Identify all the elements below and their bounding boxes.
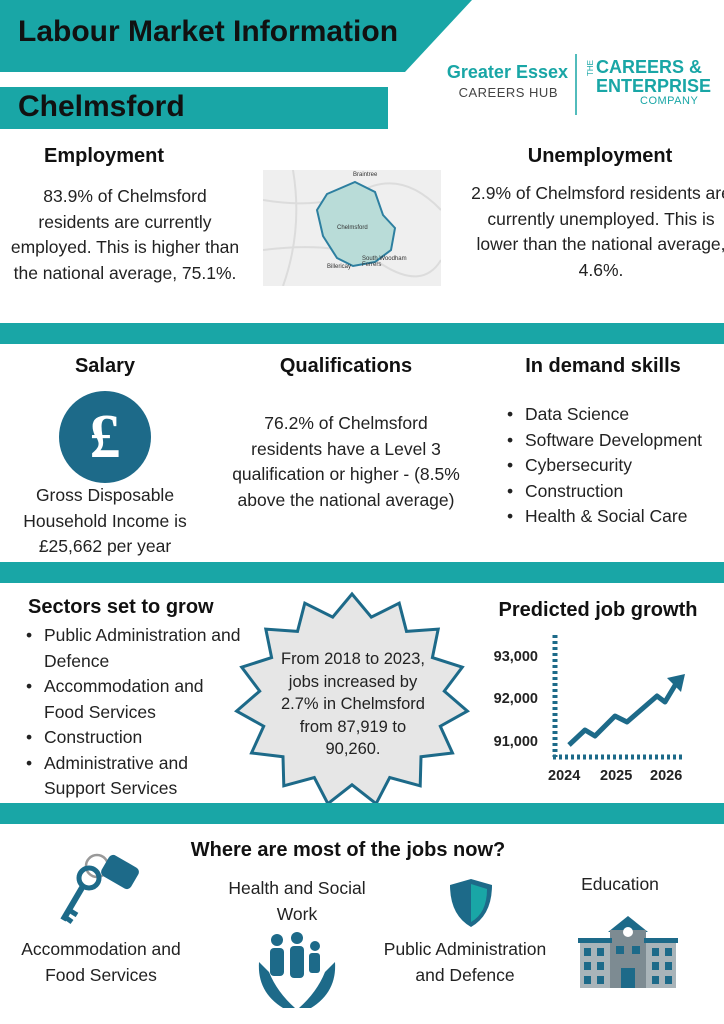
unemployment-heading: Unemployment bbox=[527, 145, 673, 167]
x-label: 2025 bbox=[600, 768, 633, 784]
x-label: 2026 bbox=[650, 768, 683, 784]
map-boundary bbox=[315, 180, 397, 268]
map bbox=[263, 170, 441, 286]
divider-band bbox=[0, 323, 724, 344]
employment-text: 83.9% of Chelmsford residents are curren… bbox=[10, 186, 240, 283]
job-growth-heading: Predicted job growth bbox=[498, 599, 698, 621]
hub-name: Greater Essex bbox=[446, 62, 568, 82]
pound-symbol: £ bbox=[89, 403, 121, 471]
sectors-heading: Sectors set to grow bbox=[28, 596, 214, 618]
jobs-now-heading: Where are most of the jobs now? bbox=[190, 839, 506, 861]
divider-band bbox=[0, 803, 724, 824]
map-label: Billericay bbox=[327, 264, 352, 270]
map-label: South Woodham Ferrers bbox=[362, 256, 407, 268]
company-line1: CAREERS & bbox=[596, 57, 703, 77]
hub-subtitle: CAREERS HUB bbox=[458, 85, 558, 100]
list-item: Construction bbox=[24, 725, 244, 751]
growth-arrow bbox=[567, 680, 680, 747]
skills-heading: In demand skills bbox=[525, 355, 681, 377]
y-label: 92,000 bbox=[493, 691, 538, 707]
company-line3: COMPANY bbox=[640, 95, 699, 107]
starburst-shape bbox=[233, 591, 471, 806]
salary-icon bbox=[59, 391, 151, 483]
job-item: Health and Social Work bbox=[228, 878, 366, 924]
y-label: 91,000 bbox=[493, 734, 538, 750]
salary-text: Gross Disposable Household Income is £25… bbox=[23, 485, 187, 556]
qualifications-text: 76.2% of Chelmsford residents have a Lev… bbox=[232, 413, 460, 510]
list-item: Health & Social Care bbox=[505, 504, 710, 530]
list-item: Accommodation and Food Services bbox=[24, 674, 244, 725]
list-item: Data Science bbox=[505, 402, 710, 428]
list-item: Cybersecurity bbox=[505, 453, 710, 479]
list-item: Public Administration and Defence bbox=[24, 623, 244, 674]
title-banner bbox=[0, 0, 472, 72]
shield-icon bbox=[450, 879, 492, 927]
unemployment-text: 2.9% of Chelmsford residents are current… bbox=[471, 183, 724, 280]
care-icon bbox=[258, 932, 336, 1008]
sectors-list: Public Administration and DefenceAccommo… bbox=[24, 623, 244, 802]
growth-chart bbox=[552, 635, 685, 760]
starburst bbox=[233, 591, 471, 806]
divider-band bbox=[0, 562, 724, 583]
job-item: Education bbox=[581, 874, 659, 894]
job-item: Accommodation and Food Services bbox=[21, 939, 181, 985]
arrow-head bbox=[667, 674, 685, 692]
title: Labour Market Information bbox=[18, 15, 399, 48]
highlight-text: From 2018 to 2023, jobs increased by 2.7… bbox=[280, 650, 425, 758]
location: Chelmsford bbox=[18, 90, 185, 123]
company-prefix: THE bbox=[586, 60, 595, 76]
employment-heading: Employment bbox=[43, 145, 165, 167]
y-label: 93,000 bbox=[493, 649, 538, 665]
key-icon bbox=[60, 853, 139, 925]
list-item: Software Development bbox=[505, 428, 710, 454]
list-item: Construction bbox=[505, 479, 710, 505]
list-item: Administrative and Support Services bbox=[24, 751, 244, 802]
school-icon bbox=[578, 916, 678, 988]
skills-list: Data ScienceSoftware DevelopmentCybersec… bbox=[505, 402, 710, 530]
map-label: Braintree bbox=[353, 172, 378, 178]
job-item: Public Administration and Defence bbox=[383, 939, 547, 985]
location-banner bbox=[0, 87, 388, 129]
map-label: Chelmsford bbox=[337, 225, 368, 231]
header-shapes bbox=[0, 0, 577, 129]
salary-heading: Salary bbox=[74, 355, 136, 377]
qualifications-heading: Qualifications bbox=[279, 355, 413, 377]
company-line2: ENTERPRISE bbox=[596, 76, 712, 96]
x-label: 2024 bbox=[548, 768, 581, 784]
